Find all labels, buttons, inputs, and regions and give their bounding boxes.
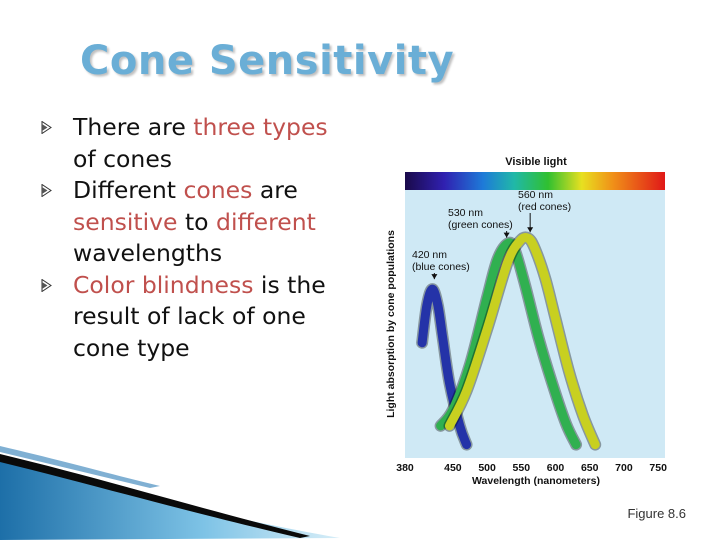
bullet-text-segment: to	[177, 207, 217, 236]
green-cones-curve	[436, 238, 581, 450]
highlighted-text: sensitive	[73, 207, 178, 236]
highlighted-text: Color blindness	[73, 270, 254, 299]
bullet-item: There are three types of cones	[40, 112, 340, 175]
bullet-item: Color blindness is the result of lack of…	[40, 270, 340, 365]
bullet-text-segment	[255, 113, 262, 141]
x-tick-label: 450	[444, 462, 462, 474]
annotation-line: (green cones)	[448, 219, 513, 231]
bullet-text: Color blindness is the result of lack of…	[73, 271, 326, 362]
bullet-text-segment: is the result of lack of one cone type	[73, 270, 326, 362]
bullet-text: There are three types of cones	[73, 113, 328, 173]
bullet-text-segment: of cones	[73, 144, 173, 173]
x-tick-label: 650	[581, 462, 599, 474]
bullet-text-segment: Different	[73, 176, 184, 204]
bullet-item: Different cones are sensitive to differe…	[40, 175, 340, 270]
red-cones-curve	[444, 232, 600, 450]
y-axis-label: Light absorption by cone populations	[385, 230, 397, 418]
bullet-list: There are three types of cones Different…	[40, 112, 340, 364]
peak-annotation: 420 nm (blue cones)	[412, 249, 470, 273]
highlighted-text: cones	[183, 176, 253, 204]
chart-title: Visible light	[505, 156, 567, 168]
slide-title: Cone Sensitivity	[80, 38, 455, 84]
x-tick-label: 550	[513, 462, 531, 474]
annotation-arrowhead	[503, 232, 510, 238]
annotation-line: (red cones)	[518, 201, 571, 213]
visible-spectrum-bar	[405, 172, 665, 190]
annotation-line: (blue cones)	[412, 261, 470, 273]
x-axis-label: Wavelength (nanometers)	[472, 475, 600, 487]
annotation-line: 560 nm	[518, 189, 553, 201]
peak-annotation: 530 nm (green cones)	[448, 207, 513, 231]
x-tick-label: 750	[649, 462, 667, 474]
cone-absorption-chart: Visible light Light absorption by cone p…	[385, 156, 667, 487]
annotation-line: 420 nm	[412, 249, 447, 261]
decorative-swoosh	[0, 446, 340, 540]
annotation-line: 530 nm	[448, 207, 483, 219]
highlighted-text: different	[216, 207, 316, 236]
bullet-text-segment: are	[252, 176, 298, 204]
highlighted-text: types	[262, 113, 328, 141]
annotation-arrowhead	[431, 274, 438, 280]
x-tick-label: 600	[547, 462, 565, 474]
bullet-text-segment: wavelengths	[73, 239, 223, 267]
bullet-text-segment: There are	[73, 113, 194, 141]
bullet-marker-icon	[41, 121, 52, 134]
figure-caption: Figure 8.6	[627, 506, 686, 521]
blue-cones-curve	[417, 284, 472, 450]
bullet-marker-icon	[41, 184, 52, 197]
x-tick-label: 700	[615, 462, 633, 474]
highlighted-text: three	[193, 113, 256, 141]
bullet-marker-icon	[41, 278, 52, 292]
annotation-arrowhead	[527, 227, 534, 233]
bullet-text: Different cones are sensitive to differe…	[73, 176, 316, 267]
peak-annotation: 560 nm (red cones)	[518, 189, 571, 213]
x-tick-label: 500	[478, 462, 496, 474]
x-tick-label: 380	[396, 462, 414, 474]
